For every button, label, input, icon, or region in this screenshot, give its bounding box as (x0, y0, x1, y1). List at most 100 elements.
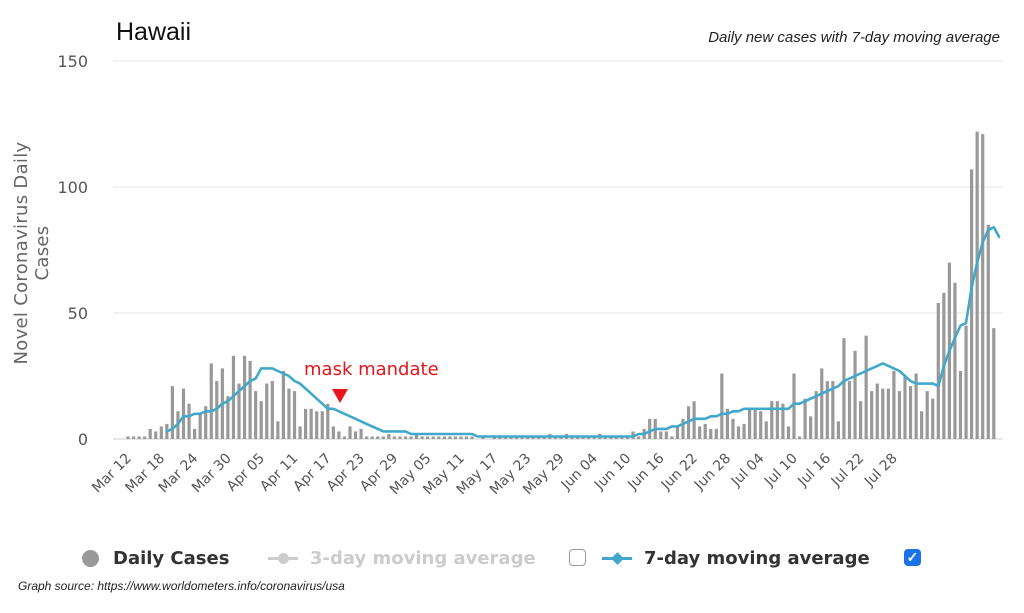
legend-label-7day-average: 7-day moving average (644, 547, 870, 569)
bar-daily-cases-21 (242, 355, 247, 439)
point-7day-average-128 (837, 385, 840, 387)
point-7day-average-122 (804, 400, 806, 403)
point-7day-average-51 (410, 433, 412, 435)
point-7day-average-146 (937, 385, 940, 387)
point-7day-average-138 (893, 367, 895, 370)
legend-label-3day-average: 3-day moving average (310, 547, 536, 569)
point-7day-average-105 (709, 415, 712, 418)
bar-daily-cases-55 (431, 436, 435, 439)
legend-dot-icon (82, 549, 99, 567)
bar-daily-cases-43 (365, 436, 369, 439)
point-7day-average-31 (299, 382, 301, 385)
legend-item-7day-average[interactable]: 7-day moving average (602, 541, 870, 575)
point-7day-average-79 (565, 435, 568, 438)
point-7day-average-88 (615, 435, 618, 438)
point-7day-average-81 (576, 435, 579, 438)
point-7day-average-11 (188, 415, 190, 418)
bar-daily-cases-111 (742, 423, 746, 439)
y-tick-label-150: 150 (57, 52, 88, 71)
point-7day-average-28 (282, 372, 285, 375)
point-7day-average-48 (393, 430, 396, 433)
bar-daily-cases-132 (859, 401, 863, 439)
point-7day-average-85 (598, 435, 601, 438)
point-7day-average-112 (748, 407, 751, 410)
bar-daily-cases-138 (892, 370, 896, 439)
x-tick-label-15: Jun 10 (591, 451, 634, 494)
point-7day-average-61 (465, 433, 468, 435)
point-7day-average-64 (482, 435, 485, 438)
point-7day-average-45 (376, 428, 379, 430)
point-7day-average-150 (959, 324, 962, 327)
mask-mandate-annotation: mask mandate (304, 359, 439, 380)
point-7day-average-34 (315, 397, 318, 400)
point-7day-average-15 (210, 410, 213, 413)
y-tick-label-50: 50 (68, 304, 88, 323)
bar-daily-cases-25 (265, 383, 269, 439)
bar-daily-cases-54 (426, 436, 430, 439)
point-7day-average-20 (238, 390, 240, 393)
point-7day-average-154 (981, 241, 984, 244)
point-7day-average-65 (487, 435, 490, 438)
bar-daily-cases-37 (331, 426, 335, 439)
point-7day-average-71 (521, 435, 523, 438)
bar-daily-cases-36 (326, 403, 330, 439)
bar-daily-cases-124 (814, 391, 818, 439)
bar-daily-cases-98 (670, 436, 674, 439)
point-7day-average-124 (815, 395, 818, 398)
bar-daily-cases-46 (381, 436, 385, 439)
point-7day-average-135 (876, 365, 879, 367)
point-7day-average-145 (931, 382, 934, 385)
point-7day-average-92 (637, 433, 640, 435)
point-7day-average-73 (532, 435, 535, 438)
bar-daily-cases-49 (398, 436, 402, 439)
point-7day-average-43 (365, 422, 368, 425)
point-7day-average-89 (621, 435, 623, 438)
mask-mandate-marker (332, 389, 348, 403)
point-7day-average-107 (720, 412, 723, 415)
bar-daily-cases-58 (448, 436, 452, 439)
bar-daily-cases-107 (720, 373, 724, 439)
point-7day-average-106 (715, 415, 718, 418)
point-7day-average-52 (415, 433, 418, 435)
legend-item-3day-average[interactable]: 3-day moving average (268, 541, 536, 575)
point-7day-average-14 (204, 410, 207, 413)
point-7day-average-119 (787, 407, 790, 410)
bar-daily-cases-139 (897, 391, 902, 439)
point-7day-average-114 (759, 407, 762, 410)
checkbox-3day-average[interactable] (569, 549, 586, 566)
bar-daily-cases-57 (442, 436, 446, 439)
checkmark-icon: ✓ (906, 549, 919, 565)
bar-daily-cases-130 (847, 381, 852, 439)
bar-daily-cases-92 (637, 436, 641, 439)
point-7day-average-24 (260, 367, 263, 370)
point-7day-average-120 (793, 402, 795, 405)
point-7day-average-132 (859, 372, 862, 375)
point-7day-average-100 (682, 422, 684, 425)
point-7day-average-91 (632, 435, 634, 438)
point-7day-average-26 (271, 367, 274, 370)
point-7day-average-9 (177, 422, 179, 425)
point-7day-average-110 (737, 410, 740, 413)
bar-daily-cases-118 (781, 403, 785, 439)
bar-daily-cases-12 (193, 428, 197, 439)
point-7day-average-149 (954, 337, 956, 340)
bar-daily-cases-39 (342, 436, 347, 439)
chart-title: Hawaii (116, 18, 192, 46)
bar-daily-cases-123 (809, 416, 813, 439)
point-7day-average-134 (870, 367, 873, 370)
bar-daily-cases-150 (958, 370, 963, 439)
bar-daily-cases-6 (159, 426, 163, 439)
point-7day-average-47 (387, 430, 390, 433)
bar-daily-cases-122 (803, 398, 807, 439)
point-7day-average-101 (687, 420, 690, 423)
bar-daily-cases-151 (964, 325, 968, 439)
checkbox-7day-average[interactable]: ✓ (904, 549, 921, 566)
point-7day-average-25 (265, 367, 268, 370)
legend-item-daily-cases[interactable]: Daily Cases (82, 541, 229, 575)
point-7day-average-41 (354, 417, 357, 420)
x-tick-label-20: Jul 10 (761, 451, 801, 491)
bar-daily-cases-100 (681, 418, 685, 439)
legend-diamond-marker-icon (602, 556, 632, 560)
bar-daily-cases-142 (914, 373, 918, 439)
bar-daily-cases-116 (770, 401, 774, 439)
